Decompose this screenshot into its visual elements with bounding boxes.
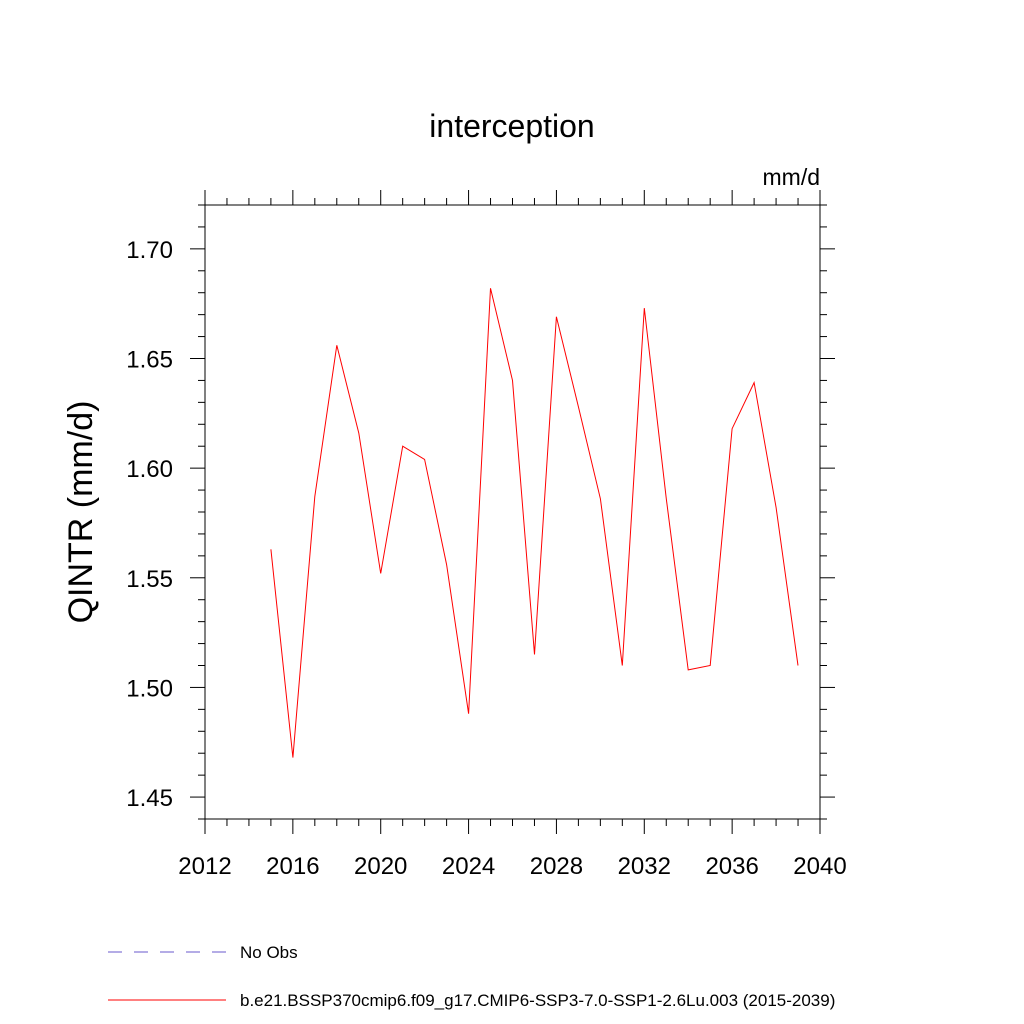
series-layer — [270, 288, 799, 758]
y-tick-label: 1.65 — [126, 347, 173, 374]
y-tick-label: 1.45 — [126, 785, 173, 812]
x-tick-label: 2036 — [705, 853, 758, 880]
x-tick-label: 2028 — [530, 853, 583, 880]
legend-label: No Obs — [240, 943, 298, 962]
y-tick-label: 1.55 — [126, 566, 173, 593]
units-label: mm/d — [763, 164, 821, 190]
legend-label: b.e21.BSSP370cmip6.f09_g17.CMIP6-SSP3-7.… — [240, 991, 835, 1010]
x-tick-label: 2016 — [266, 853, 319, 880]
x-tick-label: 2012 — [178, 853, 231, 880]
plot-frame — [204, 204, 821, 820]
axis-ticks: 2012 2016 2020 2024 2028 2032 2036 2040 1.45 1.50… — [126, 190, 847, 880]
legend: No Obs b.e21.BSSP370cmip6.f09_g17.CMIP6-S… — [108, 943, 835, 1010]
chart-title: interception — [429, 108, 594, 144]
x-tick-label: 2020 — [354, 853, 407, 880]
y-axis-label: QINTR (mm/d) — [62, 401, 100, 624]
x-tick-label: 2040 — [793, 853, 846, 880]
y-tick-label: 1.60 — [126, 456, 173, 483]
y-tick-label: 1.50 — [126, 675, 173, 702]
x-tick-label: 2032 — [618, 853, 671, 880]
x-tick-label: 2024 — [442, 853, 495, 880]
series-line — [270, 288, 799, 758]
y-tick-label: 1.70 — [126, 237, 173, 264]
